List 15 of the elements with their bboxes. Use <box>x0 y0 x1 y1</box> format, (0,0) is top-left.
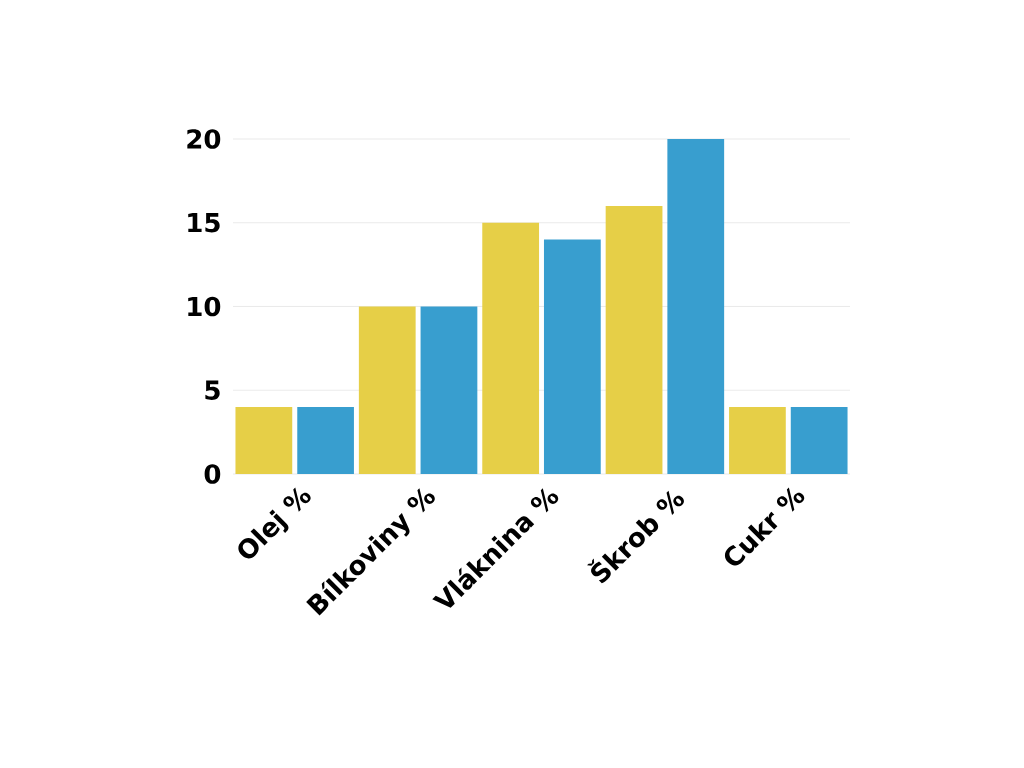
bar <box>667 139 725 474</box>
bar <box>297 407 354 474</box>
bar <box>482 222 540 474</box>
y-tick-label: 5 <box>205 380 220 400</box>
y-tick-label: 15 <box>188 213 220 233</box>
y-tick-label: 0 <box>204 464 221 484</box>
y-tick-label: 20 <box>187 129 221 149</box>
bar <box>420 306 478 474</box>
bar <box>605 206 663 474</box>
bar <box>790 407 848 474</box>
bar <box>358 306 416 474</box>
bar <box>235 407 293 474</box>
y-tick-label: 10 <box>188 296 221 317</box>
bar <box>729 407 786 474</box>
bar <box>543 239 601 474</box>
